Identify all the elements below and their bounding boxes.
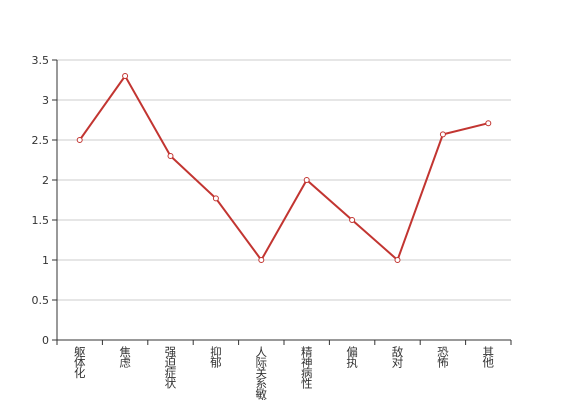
y-tick-label: 2.5 [32, 134, 50, 147]
x-tick-label: 敌对 [391, 345, 405, 368]
point [439, 131, 446, 138]
x-tick-label: 人际关系敏感 [254, 346, 268, 400]
point [258, 257, 265, 263]
y-tick-label: 3 [42, 94, 49, 107]
y-tick-label: 2 [42, 174, 49, 187]
x-tick-label: 抑郁 [209, 345, 223, 368]
line [78, 74, 489, 262]
point [212, 195, 219, 202]
point [167, 153, 174, 159]
x-tick-label: 其他 [481, 346, 495, 368]
y-tick-label: 3.5 [32, 54, 50, 67]
x-tick-label: 强迫症状 [164, 346, 178, 389]
x-tick-label: 躯体化 [73, 346, 87, 379]
y-tick-label: 0 [42, 334, 49, 347]
point [122, 73, 129, 79]
x-tick-label: 偏执 [345, 345, 359, 369]
x-tick-label: 精神病性 [300, 346, 314, 390]
x-tick-label: 焦虑 [118, 346, 132, 368]
point [349, 217, 356, 223]
y-tick-label: 1.5 [32, 214, 50, 227]
point [485, 120, 492, 127]
y-tick-label: 1 [42, 254, 49, 267]
point [394, 257, 401, 263]
y-tick-label: 0.5 [32, 294, 50, 307]
point [76, 137, 83, 143]
point [303, 177, 310, 183]
x-tick-label: 恐怖 [436, 346, 450, 368]
